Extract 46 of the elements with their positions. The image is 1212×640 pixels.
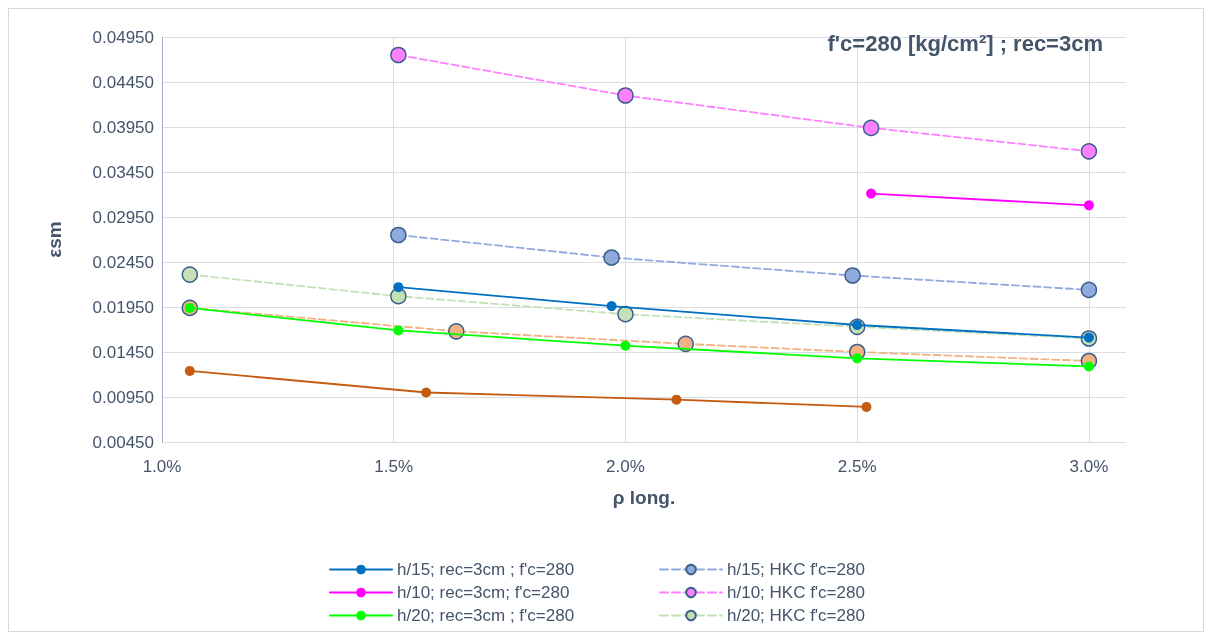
point [421, 387, 432, 398]
point [181, 266, 199, 283]
point [393, 325, 404, 336]
point [1083, 200, 1094, 211]
point [1083, 361, 1094, 372]
point [617, 87, 634, 104]
point [606, 301, 617, 312]
y-tick-label: 0.03950 [92, 117, 154, 137]
point [620, 340, 631, 351]
y-tick-label: 0.01450 [92, 342, 154, 362]
y-tick-label: 0.02950 [92, 207, 154, 227]
legend-label: h/20; rec=3cm ; f'c=280 [397, 606, 575, 625]
point [184, 365, 195, 376]
point [390, 46, 407, 64]
y-tick-label: 0.00450 [92, 432, 154, 452]
legend-label: h/10; HKC f'c=280 [727, 583, 865, 602]
point [1080, 281, 1098, 299]
point [393, 282, 404, 293]
x-tick-label: 3.0% [1069, 457, 1109, 476]
x-tick-label: 1.5% [374, 457, 414, 476]
legend-label: h/20; HKC f'c=280 [727, 606, 865, 625]
point [852, 353, 863, 364]
chart-title: f'c=280 [kg/cm²] ; rec=3cm [827, 30, 1103, 56]
x-tick-label: 2.0% [606, 457, 645, 476]
x-axis-title: ρ long. [612, 487, 676, 508]
point [862, 119, 880, 137]
y-tick-label: 0.00950 [92, 387, 154, 407]
point [861, 401, 872, 412]
y-tick-label: 0.01950 [92, 297, 154, 317]
point [866, 188, 877, 199]
y-tick-label: 0.04450 [92, 72, 154, 92]
point [844, 267, 861, 284]
point [390, 226, 407, 244]
point [603, 249, 620, 266]
y-tick-label: 0.03450 [92, 162, 154, 182]
legend-label: h/15; HKC f'c=280 [727, 560, 865, 579]
y-tick-label: 0.02450 [92, 252, 154, 272]
legend-label: h/10; rec=3cm; f'c=280 [397, 583, 570, 602]
point [671, 394, 682, 405]
legend-label: h/15; rec=3cm ; f'c=280 [397, 560, 575, 579]
y-axis-title: εsm [44, 221, 65, 258]
point [617, 305, 634, 323]
x-tick-label: 2.5% [837, 457, 877, 476]
point [1080, 143, 1098, 160]
y-tick-label: 0.04950 [92, 27, 154, 47]
x-tick-label: 1.0% [142, 457, 182, 476]
